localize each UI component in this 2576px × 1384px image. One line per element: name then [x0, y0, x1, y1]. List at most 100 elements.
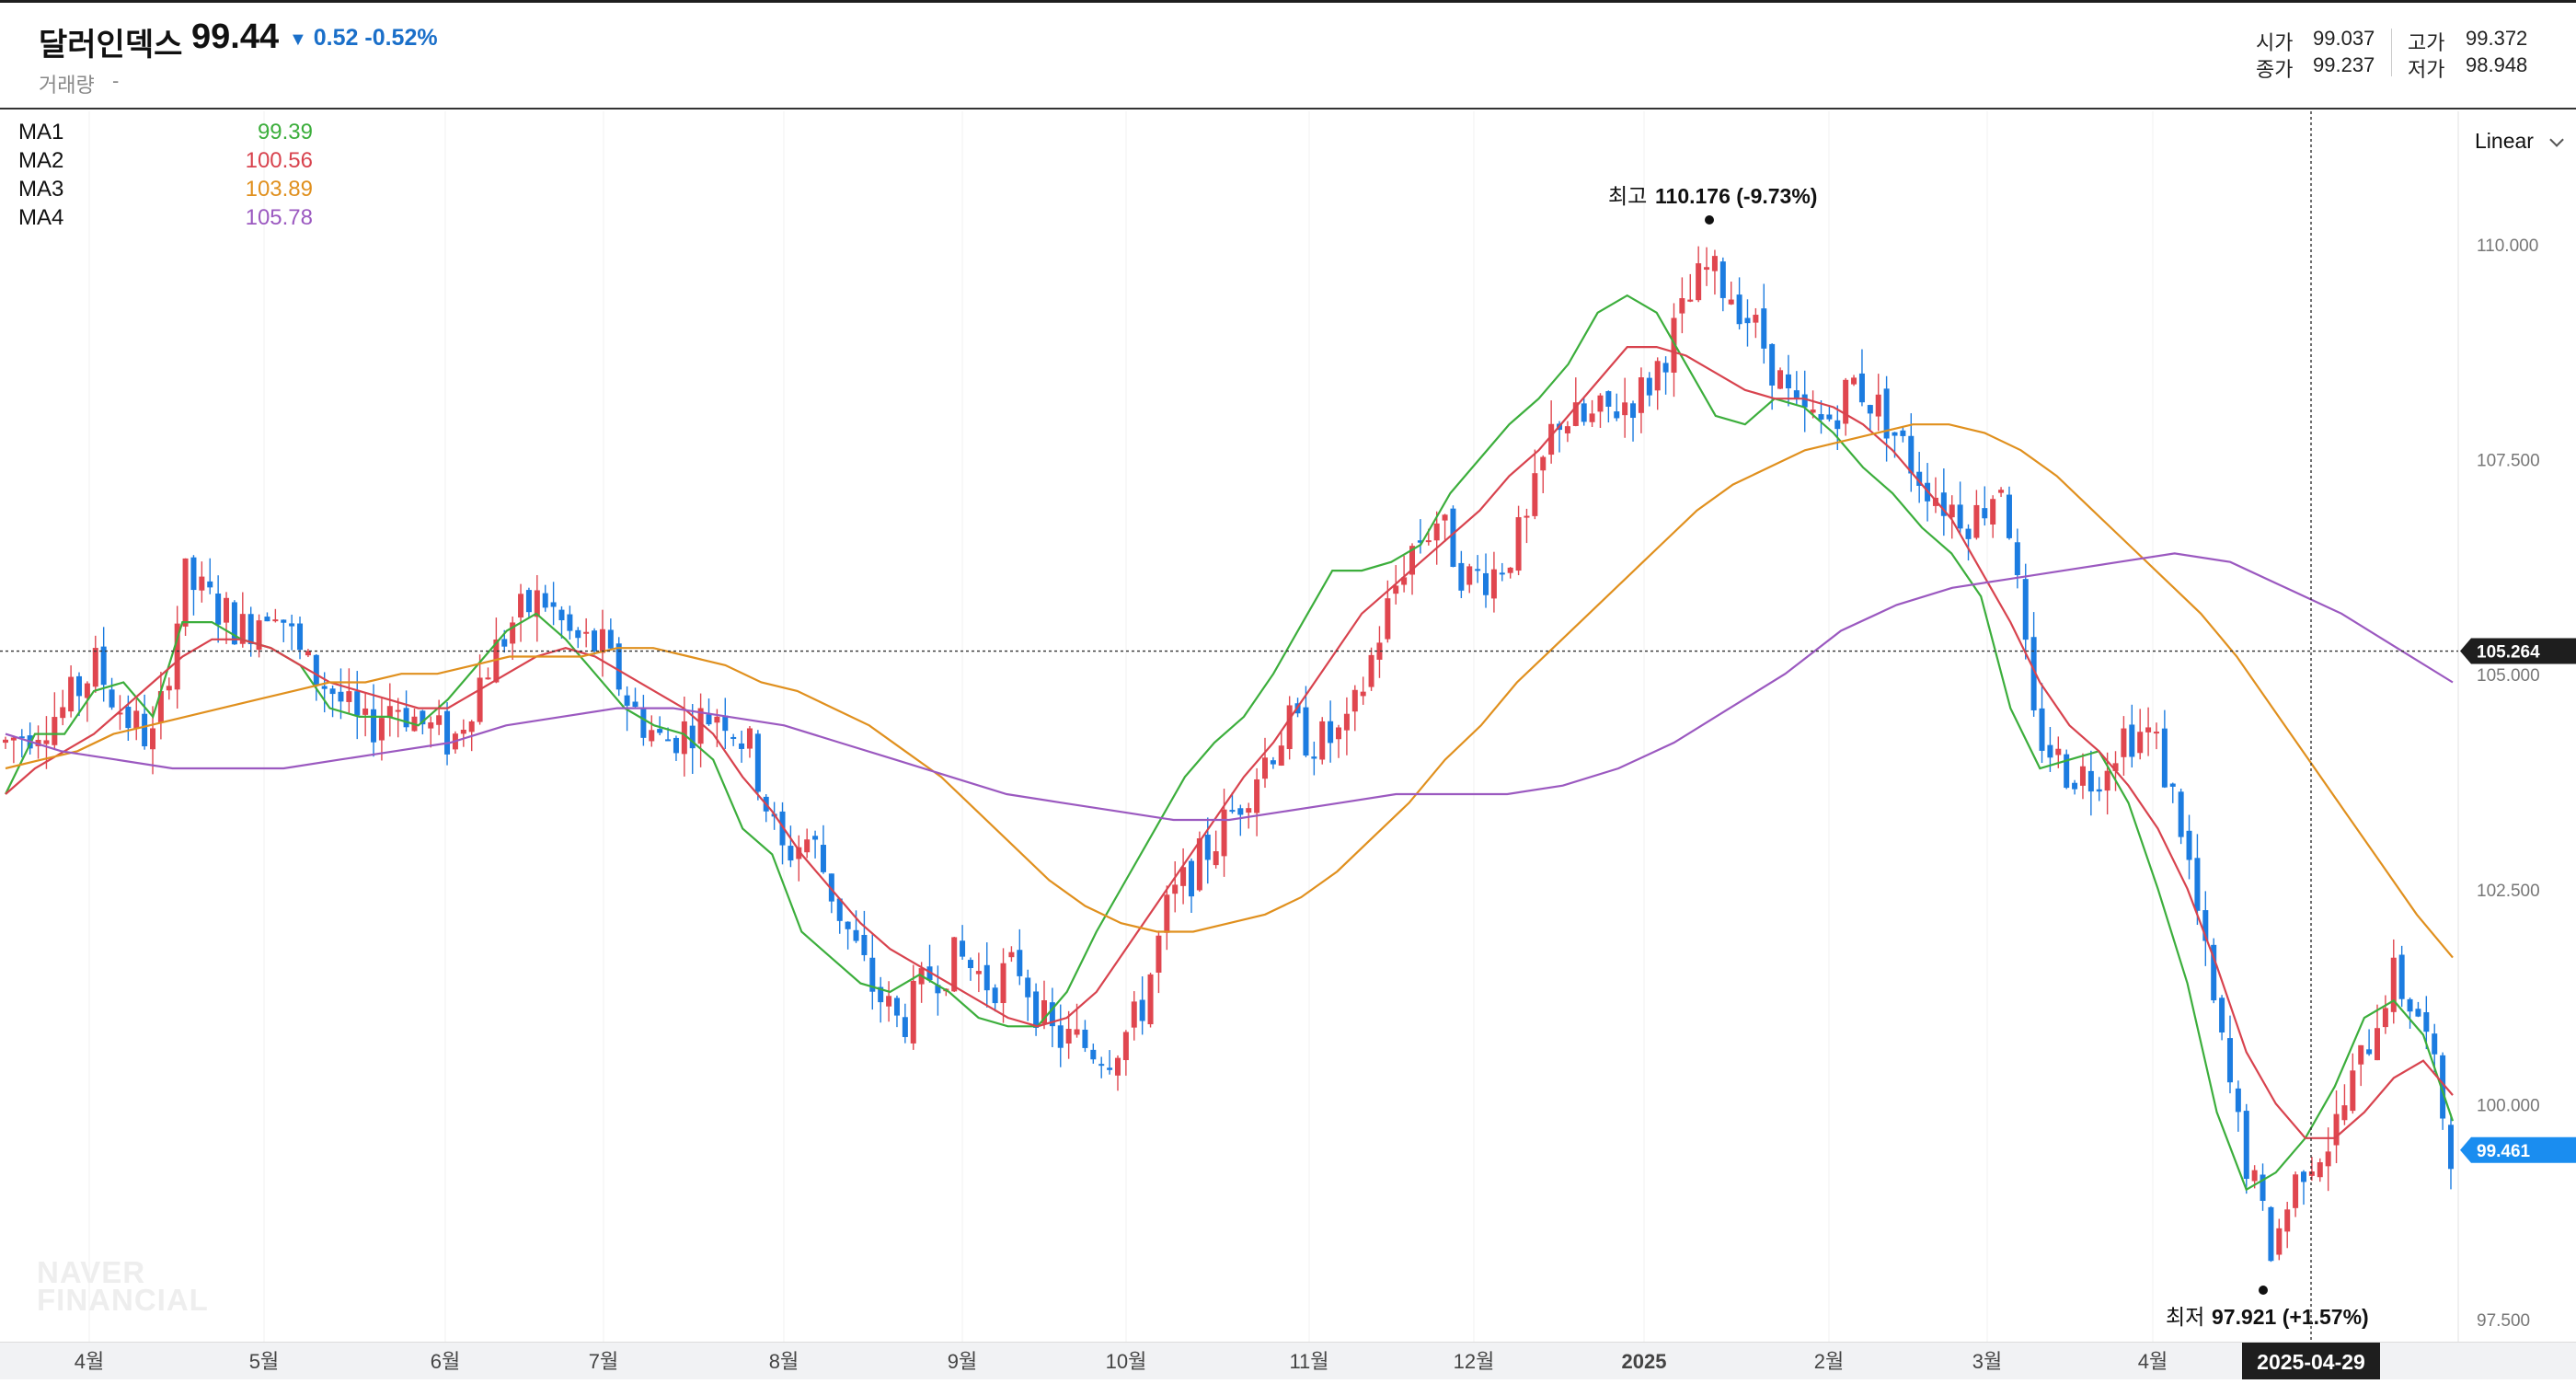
candle-body: [2317, 1162, 2323, 1178]
candle-body: [125, 707, 132, 729]
candle-body: [2226, 1038, 2233, 1083]
candle-body: [2390, 957, 2397, 1012]
candle-body: [190, 557, 197, 591]
candle-body: [2064, 754, 2070, 789]
candle-body: [697, 708, 704, 744]
candle-body: [1687, 299, 1694, 302]
low-label: 저가: [2408, 58, 2445, 81]
candle-body: [2161, 728, 2168, 788]
candle-body: [1719, 261, 1726, 298]
candle-body: [1810, 409, 1816, 413]
candle-body: [2440, 1055, 2446, 1119]
x-tick-label: 6월: [431, 1350, 460, 1373]
candle-body: [754, 733, 761, 792]
candle-body: [1998, 490, 2005, 493]
candle-body: [788, 846, 794, 861]
candle-body: [1017, 950, 1023, 976]
candle-body: [289, 623, 295, 627]
candle-body: [975, 971, 982, 975]
candle-body: [1843, 379, 1849, 424]
x-tick-label: 8월: [769, 1350, 799, 1373]
annotations: 최고 110.176 (-9.73%) 최저 97.921 (+1.57%) 99.46…: [1608, 184, 2576, 1329]
candle-body: [2129, 724, 2135, 757]
candle-body: [2055, 748, 2062, 755]
candle-body: [665, 739, 672, 742]
high-marker: [1705, 215, 1714, 225]
candle-body: [534, 590, 540, 617]
candle-body: [2121, 728, 2127, 757]
candle-body: [1728, 299, 1734, 305]
crosshair-date-label: 2025-04-29: [2257, 1350, 2365, 1374]
candle-body: [518, 594, 524, 618]
candle-body: [1368, 654, 1374, 687]
candle-body: [1671, 317, 1677, 373]
candle-body: [1581, 403, 1587, 422]
open-label: 시가: [2256, 31, 2294, 54]
candle-body: [1131, 1001, 1137, 1028]
candle-body: [1785, 374, 1791, 388]
candle-body: [1082, 1029, 1088, 1048]
candle-body: [100, 646, 107, 686]
high-label: 고가: [2408, 31, 2445, 54]
candle-body: [142, 713, 148, 747]
candle-body: [1858, 373, 1865, 403]
chart-area[interactable]: 110.000 107.500 105.000 102.500 100.000 97.50…: [0, 111, 2576, 1342]
candle-body: [2104, 770, 2110, 791]
scale-mode-select[interactable]: Linear: [2475, 129, 2565, 154]
x-axis: 4월 5월 6월 7월 8월 9월 10월 11월 12월 2025 2월 3월 4월 2025-04-2…: [75, 1343, 2380, 1379]
candle-body: [1524, 515, 1530, 518]
x-axis-bar: 4월 5월 6월 7월 8월 9월 10월 11월 12월 2025 2월 3월 4월 2025-04-2…: [0, 1342, 2576, 1379]
candle-body: [2047, 744, 2053, 758]
candle-body: [403, 708, 409, 728]
candle-body: [1753, 315, 1759, 323]
candle-body: [305, 651, 311, 656]
ma4-value: 105.78: [245, 205, 313, 230]
candle-body: [1736, 294, 1742, 325]
candle-body: [599, 629, 605, 653]
candle-body: [1499, 572, 1505, 575]
candle-body: [52, 717, 58, 745]
candle-body: [84, 683, 90, 698]
candle-body: [1303, 707, 1309, 756]
candle-body: [1940, 492, 1947, 516]
x-tick-label: 3월: [1972, 1350, 2002, 1373]
candle-body: [2374, 1028, 2380, 1061]
candle-body: [215, 594, 222, 625]
candle-body: [395, 709, 401, 712]
candle-body: [1041, 999, 1047, 1024]
candle-body: [935, 985, 941, 994]
candle-body: [640, 707, 647, 738]
low-annotation-value: 97.921 (+1.57%): [2212, 1305, 2369, 1329]
candle-body: [1450, 508, 1456, 568]
x-tick-label: 5월: [249, 1350, 279, 1373]
crosshair-price-label: 105.264: [2477, 643, 2540, 663]
candle-body: [1336, 727, 1342, 740]
candle-body: [1221, 809, 1227, 857]
candle-body: [2153, 732, 2159, 734]
candle-body: [893, 998, 900, 1016]
candle-body: [297, 623, 304, 651]
x-tick-label: 2월: [1814, 1350, 1844, 1373]
ma-legend-row: MA3 103.89: [18, 177, 313, 205]
candle-body: [960, 940, 966, 957]
candle-body: [1711, 256, 1718, 271]
price-chart[interactable]: 110.000 107.500 105.000 102.500 100.000 97.50…: [0, 111, 2576, 1342]
candle-body: [1614, 411, 1620, 419]
candle-body: [1973, 504, 1980, 538]
candle-body: [567, 614, 573, 631]
y-tick-label: 100.000: [2477, 1096, 2540, 1115]
candle-body: [1442, 514, 1448, 521]
candle-body: [2448, 1124, 2454, 1170]
ma4-name: MA4: [18, 205, 64, 230]
candle-body: [1916, 471, 1923, 486]
instrument-title: 달러인덱스: [39, 28, 183, 63]
watermark-line: NAVER: [37, 1255, 146, 1289]
candle-body: [60, 707, 66, 719]
candle-body: [812, 836, 819, 840]
candle-body: [264, 617, 270, 622]
candle-body: [1328, 721, 1334, 744]
x-tick-label: 12월: [1454, 1350, 1495, 1373]
candle-body: [2096, 789, 2102, 792]
candle-body: [231, 602, 237, 645]
candle-body: [362, 708, 369, 715]
